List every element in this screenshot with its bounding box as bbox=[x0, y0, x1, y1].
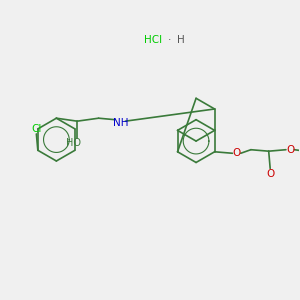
Text: HCl: HCl bbox=[144, 35, 162, 45]
Text: O: O bbox=[266, 169, 274, 179]
Text: H: H bbox=[177, 35, 185, 45]
Text: Cl: Cl bbox=[31, 124, 41, 134]
Text: HO: HO bbox=[66, 138, 81, 148]
Text: O: O bbox=[233, 148, 241, 158]
Text: O: O bbox=[286, 145, 295, 155]
Text: ·: · bbox=[168, 35, 171, 45]
Text: NH: NH bbox=[112, 118, 128, 128]
